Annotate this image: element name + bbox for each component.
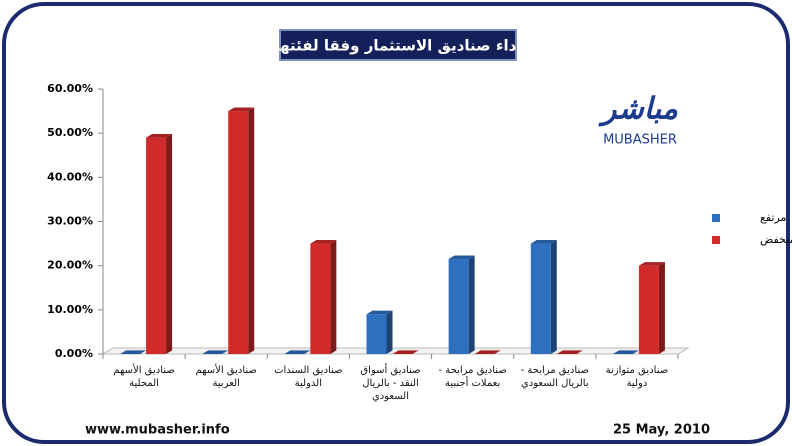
bar: [638, 265, 659, 354]
bar-side: [330, 239, 337, 354]
y-tick-label: 40.00%: [47, 170, 93, 183]
x-tick-label: صناديق أسواق النقد - بالريال السعودي: [360, 365, 421, 402]
logo-arabic: مباشر: [598, 92, 678, 127]
bar: [448, 259, 469, 354]
bar-top: [366, 310, 393, 315]
legend-label: منخفض: [760, 233, 792, 246]
bar-side: [248, 107, 255, 354]
y-tick-label: 0.00%: [55, 347, 93, 360]
y-tick-label: 30.00%: [47, 215, 93, 228]
bar-top: [612, 350, 639, 354]
bar-top: [202, 350, 229, 354]
bar-top: [638, 262, 665, 266]
y-tick-label: 60.00%: [47, 82, 93, 95]
bar-side: [166, 133, 173, 354]
website: www.mubasher.info: [85, 423, 230, 438]
bar-top: [556, 350, 583, 354]
bar-top: [120, 350, 147, 354]
bar-top: [228, 107, 255, 112]
logo-latin: MUBASHER: [603, 133, 677, 148]
bar: [366, 314, 387, 354]
legend-label: مرتفع: [760, 211, 787, 224]
bar-top: [392, 350, 419, 354]
bar: [530, 243, 551, 354]
bar: [146, 137, 167, 354]
y-tick-label: 20.00%: [47, 259, 93, 272]
title-box: [279, 29, 517, 61]
bar-side: [550, 239, 557, 354]
x-tick-label: صناديق مرابحة - بعملات أجنبية: [438, 365, 507, 389]
x-tick-label: صناديق مرابحة - بالريال السعودي: [520, 365, 589, 389]
bar-side: [468, 255, 475, 354]
x-tick-label: صناديق الأسهم المحلية: [113, 365, 175, 389]
bar-top: [474, 350, 501, 354]
bar-top: [310, 239, 337, 244]
bar-top: [448, 255, 475, 260]
y-tick-label: 50.00%: [47, 126, 93, 139]
legend-swatch: [712, 214, 720, 222]
chart-title: اداء صناديق الاستثمار وفقا لفئتها: [274, 37, 521, 55]
date: 25 May, 2010: [613, 423, 710, 438]
bar: [228, 111, 249, 354]
bar-top: [530, 239, 557, 244]
x-tick-label: صناديق متوازنة دولية: [605, 365, 669, 389]
x-tick-label: صناديق الأسهم العربية: [195, 365, 257, 389]
bar-side: [658, 262, 665, 354]
bar: [310, 243, 331, 354]
bar-side: [386, 310, 393, 354]
y-tick-label: 10.00%: [47, 303, 93, 316]
bar-top: [146, 133, 173, 138]
legend-swatch: [712, 236, 720, 244]
x-tick-label: صناديق السندات الدولية: [274, 365, 343, 389]
bar-top: [284, 350, 311, 354]
